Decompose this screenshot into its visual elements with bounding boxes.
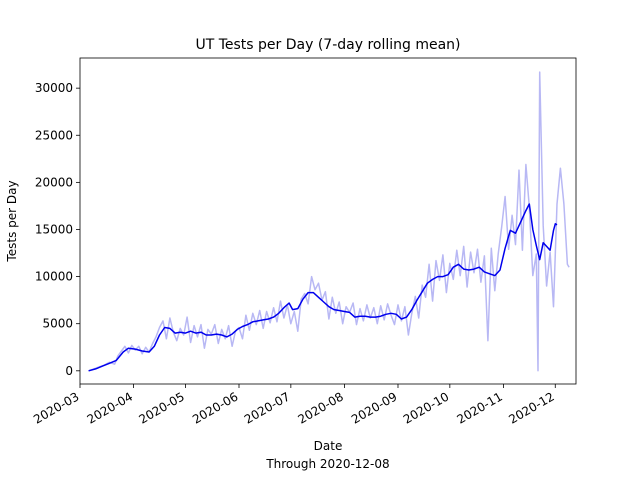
y-tick-label: 20000 (35, 175, 73, 189)
daily-tests-line (88, 71, 570, 372)
x-axis-label: Date (314, 439, 343, 453)
y-tick-label: 30000 (35, 81, 73, 95)
y-tick-label: 10000 (35, 270, 73, 284)
chart-title: UT Tests per Day (7-day rolling mean) (195, 37, 460, 53)
y-axis-ticks: 0 5000 10000 15000 20000 25000 30000 (35, 81, 80, 378)
y-tick-label: 25000 (35, 128, 73, 142)
series-layer (88, 71, 570, 372)
y-tick-label: 0 (65, 364, 73, 378)
y-axis-label: Tests per Day (5, 180, 19, 262)
y-tick-label: 15000 (35, 222, 73, 236)
x-axis-sublabel: Through 2020-12-08 (265, 457, 389, 471)
y-tick-label: 5000 (42, 317, 73, 331)
plot-area-frame (79, 57, 577, 385)
rolling-mean-line (88, 203, 558, 372)
